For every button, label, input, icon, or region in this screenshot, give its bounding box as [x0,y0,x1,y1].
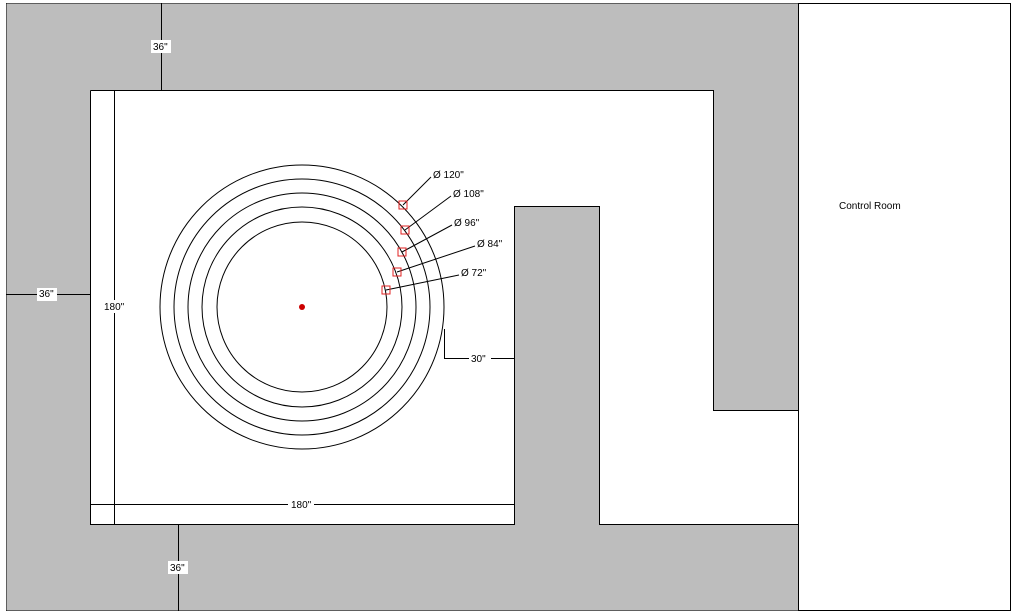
label-dia-108: Ø 108" [453,189,484,200]
floor-plan-frame [6,3,1011,611]
leader-72 [385,274,460,291]
studio-room-outline-lower [90,90,799,525]
dim-label-clearance: 30" [471,354,486,365]
circle-72 [216,221,388,393]
dim-label-room-height: 180" [104,302,125,313]
leader-120 [402,176,432,206]
label-dia-120: Ø 120" [433,170,464,181]
circle-120 [159,164,445,450]
marker-96 [397,247,407,257]
leader-108 [404,195,452,231]
leader-lines [385,176,476,291]
studio-room-outline [90,90,799,411]
control-room-label: Control Room [839,201,901,212]
label-dia-96: Ø 96" [454,218,480,229]
circle-markers [381,200,410,295]
circle-84 [201,206,403,408]
dim-label-wall-bottom: 36" [170,563,185,574]
leader-96 [401,224,453,253]
marker-84 [392,267,402,277]
label-dia-72: Ø 72" [461,268,487,279]
leader-84 [396,245,476,273]
circle-108 [173,178,431,436]
marker-72 [381,285,391,295]
circle-96 [187,192,417,422]
dim-label-wall-top: 36" [153,42,168,53]
center-point [299,304,305,310]
marker-120 [398,200,408,210]
dim-label-room-width: 180" [291,500,312,511]
dim-label-wall-left: 36" [39,289,54,300]
circle-group [159,164,445,450]
marker-108 [400,225,410,235]
wall-mass [6,3,799,611]
dim-line-clearance [444,329,515,359]
label-dia-84: Ø 84" [477,239,503,250]
